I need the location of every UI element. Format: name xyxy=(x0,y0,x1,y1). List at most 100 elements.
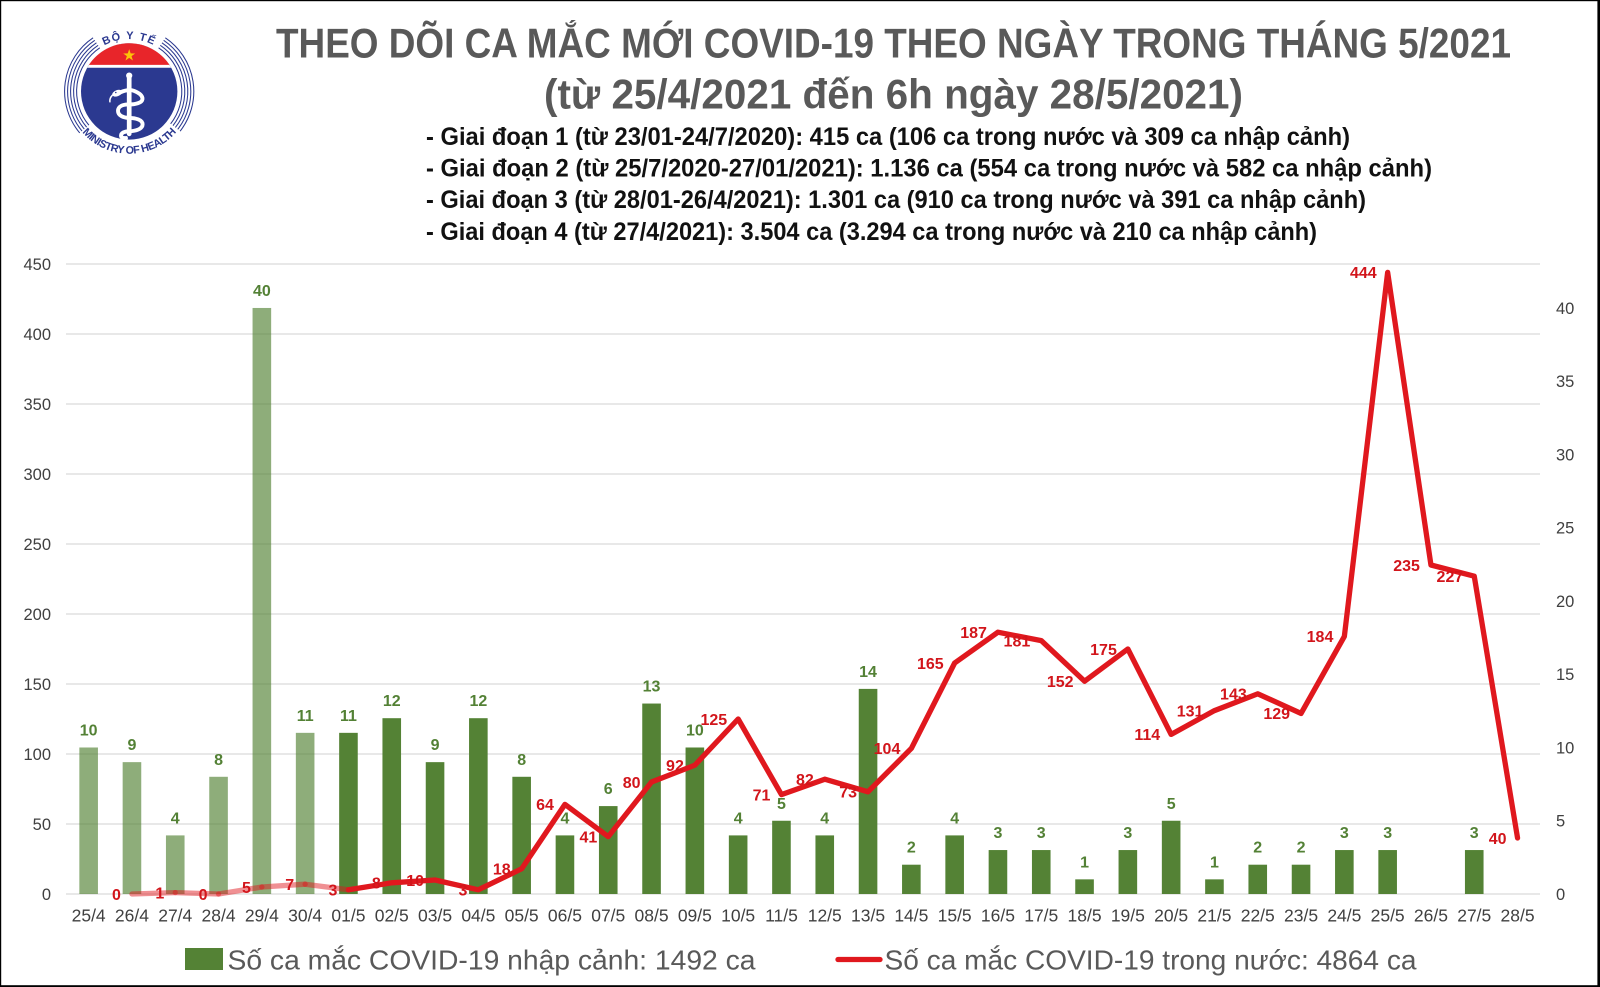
svg-text:9: 9 xyxy=(431,737,440,754)
svg-text:5: 5 xyxy=(1556,813,1565,831)
svg-text:100: 100 xyxy=(23,746,51,764)
svg-text:1: 1 xyxy=(1080,854,1089,871)
svg-text:13: 13 xyxy=(643,679,661,696)
svg-text:4: 4 xyxy=(171,810,180,827)
svg-text:41: 41 xyxy=(579,829,597,846)
svg-text:8: 8 xyxy=(517,752,526,769)
svg-text:3: 3 xyxy=(993,825,1002,842)
svg-text:18/5: 18/5 xyxy=(1068,906,1102,926)
svg-text:7: 7 xyxy=(285,877,294,894)
svg-text:3: 3 xyxy=(458,883,467,900)
svg-text:3: 3 xyxy=(1123,825,1132,842)
svg-text:3: 3 xyxy=(1037,825,1046,842)
svg-text:4: 4 xyxy=(950,810,959,827)
svg-text:131: 131 xyxy=(1177,703,1204,720)
svg-text:400: 400 xyxy=(23,326,51,344)
svg-text:25: 25 xyxy=(1556,520,1574,538)
svg-text:BỘ Y TẾ: BỘ Y TẾ xyxy=(100,30,158,48)
svg-text:92: 92 xyxy=(666,758,684,775)
svg-text:8: 8 xyxy=(214,752,223,769)
svg-text:28/5: 28/5 xyxy=(1501,906,1535,926)
svg-text:24/5: 24/5 xyxy=(1327,906,1361,926)
svg-text:11: 11 xyxy=(297,708,314,725)
svg-text:Số ca mắc COVID-19 nhập cảnh:: Số ca mắc COVID-19 nhập cảnh: 1492 ca xyxy=(228,945,756,976)
svg-text:450: 450 xyxy=(23,256,51,274)
svg-text:25/5: 25/5 xyxy=(1371,906,1405,926)
svg-text:06/5: 06/5 xyxy=(548,906,582,926)
svg-text:175: 175 xyxy=(1090,642,1117,659)
svg-text:4: 4 xyxy=(560,810,569,827)
svg-text:12/5: 12/5 xyxy=(808,906,842,926)
svg-text:0: 0 xyxy=(42,886,51,904)
svg-text:THEO DÕI CA MẮC MỚI COVID-19 T: THEO DÕI CA MẮC MỚI COVID-19 THEO NGÀY T… xyxy=(276,19,1511,67)
svg-text:129: 129 xyxy=(1263,706,1290,723)
svg-text:73: 73 xyxy=(839,785,857,802)
svg-text:05/5: 05/5 xyxy=(505,906,539,926)
svg-text:0: 0 xyxy=(199,887,208,904)
svg-text:12: 12 xyxy=(383,693,401,710)
svg-text:03/5: 03/5 xyxy=(418,906,452,926)
svg-text:10: 10 xyxy=(80,722,98,739)
svg-text:14/5: 14/5 xyxy=(894,906,928,926)
svg-text:2: 2 xyxy=(1253,840,1262,857)
svg-text:4: 4 xyxy=(734,810,743,827)
svg-text:30: 30 xyxy=(1556,446,1574,464)
svg-text:350: 350 xyxy=(23,396,51,414)
svg-text:11/5: 11/5 xyxy=(765,906,798,926)
svg-text:27/4: 27/4 xyxy=(158,906,192,926)
svg-text:1: 1 xyxy=(155,885,164,902)
svg-text:(từ 25/4/2021 đến 6h ngày 28/5: (từ 25/4/2021 đến 6h ngày 28/5/2021) xyxy=(544,71,1243,118)
svg-text:12: 12 xyxy=(469,693,487,710)
svg-text:23/5: 23/5 xyxy=(1284,906,1318,926)
svg-text:8: 8 xyxy=(372,876,381,893)
svg-text:227: 227 xyxy=(1437,569,1464,586)
svg-text:1: 1 xyxy=(1210,854,1219,871)
svg-text:3: 3 xyxy=(1340,825,1349,842)
svg-text:26/4: 26/4 xyxy=(115,906,149,926)
svg-text:152: 152 xyxy=(1047,674,1074,691)
svg-text:2: 2 xyxy=(907,840,916,857)
svg-text:19/5: 19/5 xyxy=(1111,906,1145,926)
svg-text:5: 5 xyxy=(777,796,786,813)
svg-text:- Giai đoạn 1 (từ 23/01-24/7/2: - Giai đoạn 1 (từ 23/01-24/7/2020): 415 … xyxy=(426,123,1350,151)
svg-text:181: 181 xyxy=(1004,633,1031,650)
svg-text:235: 235 xyxy=(1393,558,1420,575)
svg-text:10: 10 xyxy=(686,722,704,739)
svg-text:71: 71 xyxy=(753,787,771,804)
svg-text:80: 80 xyxy=(623,775,641,792)
svg-text:10/5: 10/5 xyxy=(721,906,755,926)
svg-text:250: 250 xyxy=(23,536,51,554)
svg-text:16/5: 16/5 xyxy=(981,906,1015,926)
svg-text:40: 40 xyxy=(1489,831,1507,848)
svg-text:35: 35 xyxy=(1556,373,1574,391)
svg-text:25/4: 25/4 xyxy=(72,906,106,926)
svg-text:0: 0 xyxy=(112,887,121,904)
svg-text:3: 3 xyxy=(329,883,338,900)
svg-text:184: 184 xyxy=(1307,629,1334,646)
svg-text:29/4: 29/4 xyxy=(245,906,279,926)
svg-text:125: 125 xyxy=(700,712,727,729)
svg-text:143: 143 xyxy=(1220,687,1247,704)
svg-text:04/5: 04/5 xyxy=(461,906,495,926)
svg-text:114: 114 xyxy=(1134,727,1160,744)
svg-text:22/5: 22/5 xyxy=(1241,906,1275,926)
svg-text:64: 64 xyxy=(536,797,554,814)
svg-text:5: 5 xyxy=(242,880,251,897)
svg-text:30/4: 30/4 xyxy=(288,906,322,926)
svg-text:200: 200 xyxy=(23,606,51,624)
svg-text:4: 4 xyxy=(820,810,829,827)
svg-text:- Giai đoạn 4 (từ 27/4/2021):: - Giai đoạn 4 (từ 27/4/2021): 3.504 ca (… xyxy=(426,218,1317,246)
svg-text:18: 18 xyxy=(493,862,511,879)
svg-text:08/5: 08/5 xyxy=(635,906,669,926)
svg-text:5: 5 xyxy=(1167,796,1176,813)
svg-text:300: 300 xyxy=(23,466,51,484)
svg-text:15/5: 15/5 xyxy=(938,906,972,926)
svg-text:10: 10 xyxy=(1556,739,1574,757)
svg-text:444: 444 xyxy=(1350,265,1377,282)
svg-text:17/5: 17/5 xyxy=(1024,906,1058,926)
svg-text:21/5: 21/5 xyxy=(1197,906,1231,926)
svg-text:10: 10 xyxy=(406,873,424,890)
svg-text:20: 20 xyxy=(1556,593,1574,611)
svg-text:40: 40 xyxy=(253,283,271,300)
svg-text:01/5: 01/5 xyxy=(331,906,365,926)
